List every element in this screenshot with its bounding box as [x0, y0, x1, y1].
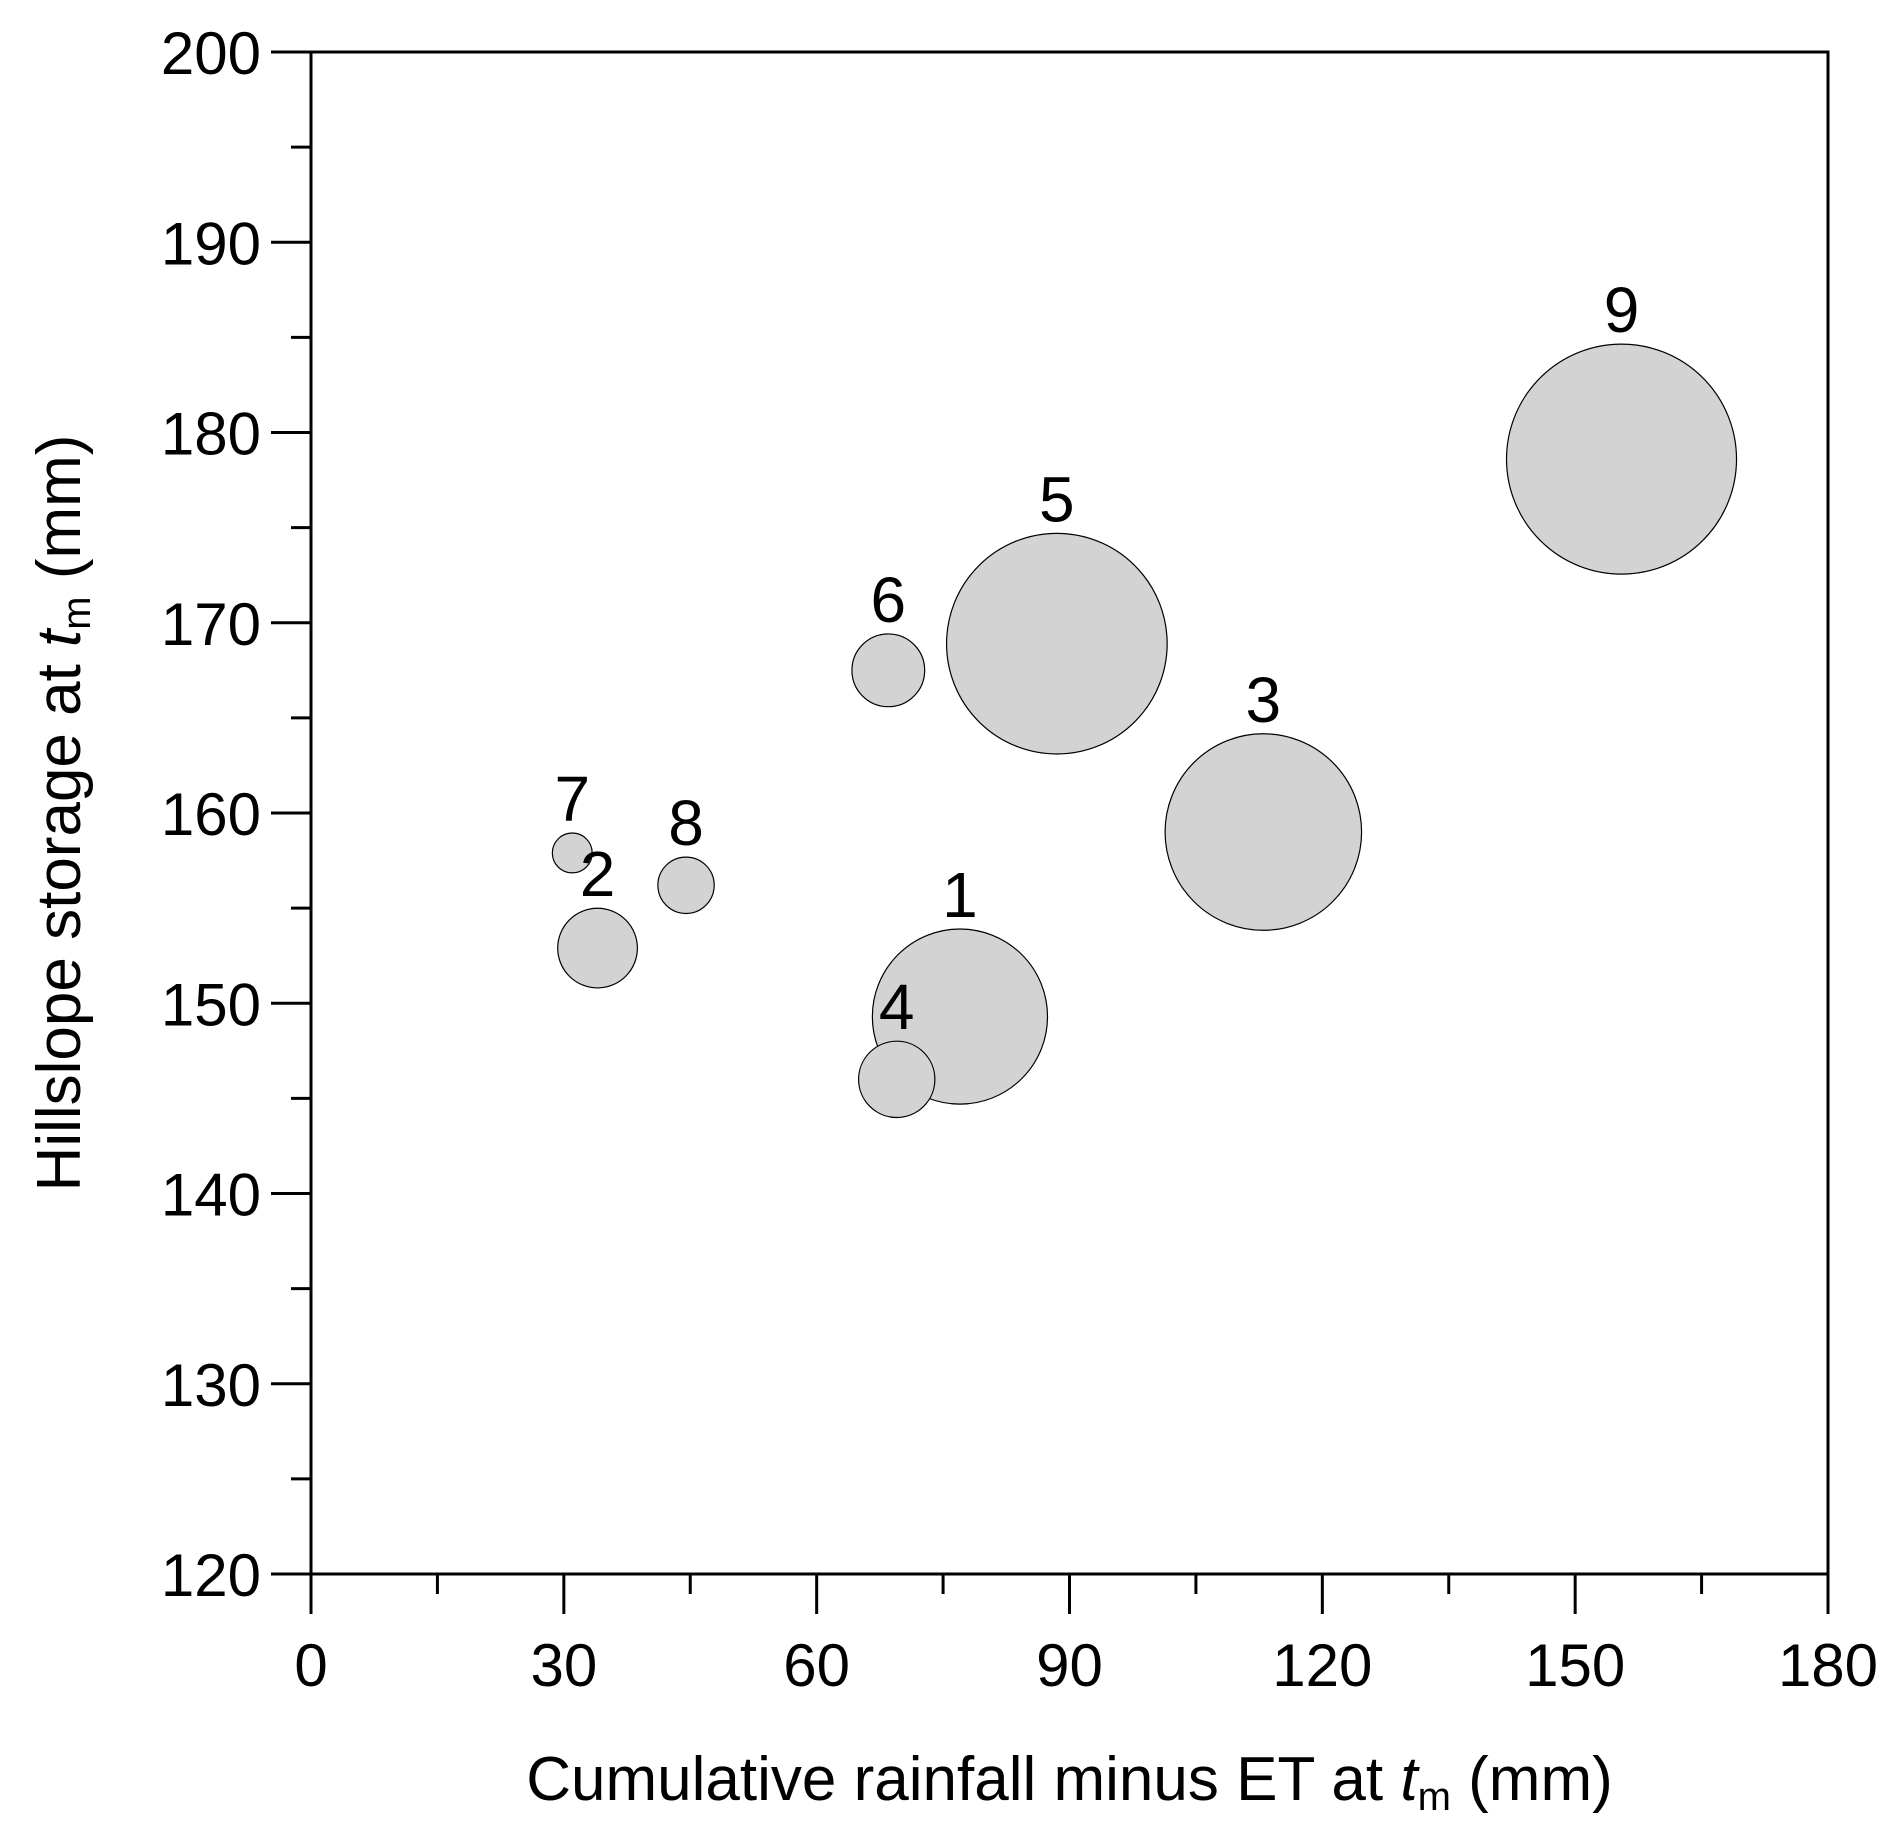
- x-tick-label: 120: [1272, 1632, 1372, 1699]
- bubble-label-2: 2: [580, 838, 616, 910]
- y-tick-label: 130: [161, 1352, 261, 1419]
- bubble-label-5: 5: [1039, 463, 1075, 535]
- bubble-8: [657, 856, 715, 915]
- bubble-5: [945, 532, 1168, 755]
- plot-frame: [309, 50, 1830, 1576]
- y-tick-label: 120: [161, 1542, 261, 1609]
- bubble-label-4: 4: [879, 971, 915, 1043]
- bubble-9: [1505, 343, 1738, 575]
- y-tick-label: 170: [161, 591, 261, 658]
- y-tick-label: 190: [161, 210, 261, 277]
- bubble-label-8: 8: [668, 787, 704, 859]
- x-tick-label: 60: [783, 1632, 850, 1699]
- y-tick-label: 140: [161, 1162, 261, 1229]
- bubble-label-3: 3: [1246, 664, 1282, 736]
- y-tick-label: 150: [161, 971, 261, 1038]
- y-tick-label: 180: [161, 401, 261, 468]
- bubble-label-1: 1: [942, 859, 978, 931]
- y-axis-label: Hillslope storage at tm (mm): [25, 435, 99, 1192]
- bubble-labels-layer: 1 2 3 4 5 6 7 8 9: [554, 274, 1639, 1043]
- y-tick-label: 200: [161, 20, 261, 87]
- bubble-4: [857, 1040, 936, 1119]
- x-axis-label: Cumulative rainfall minus ET at tm (mm): [526, 1745, 1612, 1819]
- bubble-2: [557, 907, 638, 989]
- axes-layer: 0 30 60 90 120 150 180 120 130 140 150 160 170 180 190…: [161, 20, 1878, 1699]
- x-tick-label: 30: [530, 1632, 597, 1699]
- bubble-6: [851, 633, 926, 708]
- bubble-label-6: 6: [871, 564, 907, 636]
- bubble-label-7: 7: [554, 763, 590, 835]
- bubble-7: [551, 832, 593, 874]
- bubbles-layer: [551, 343, 1738, 1119]
- y-tick-label: 160: [161, 781, 261, 848]
- x-tick-label: 90: [1036, 1632, 1103, 1699]
- x-tick-label: 180: [1778, 1632, 1878, 1699]
- bubble-label-9: 9: [1604, 274, 1640, 346]
- bubble-3: [1164, 733, 1363, 931]
- x-tick-label: 0: [294, 1632, 327, 1699]
- x-tick-label: 150: [1525, 1632, 1625, 1699]
